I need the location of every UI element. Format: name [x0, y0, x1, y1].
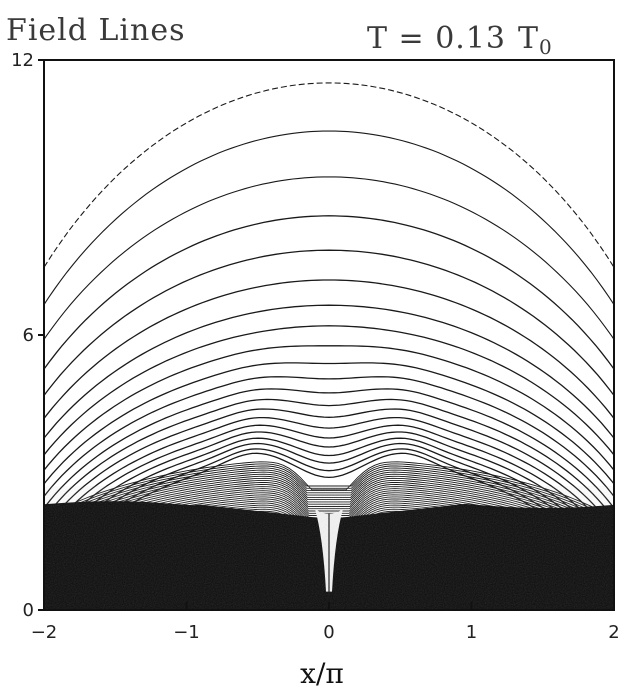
time-unit-subscript: 0 — [539, 35, 553, 59]
chart-title: Field Lines — [6, 13, 186, 48]
x-tick-label: −2 — [31, 622, 58, 643]
grain-texture — [44, 486, 614, 610]
x-tick-label: 1 — [466, 622, 477, 643]
x-axis-ticks: −2 −1 0 1 2 — [31, 602, 620, 643]
field-line — [44, 82, 614, 269]
field-line — [44, 279, 614, 420]
field-line — [44, 431, 614, 568]
y-tick-label: 6 — [23, 325, 34, 346]
field-line — [44, 408, 614, 532]
field-line — [44, 362, 614, 486]
field-line — [44, 176, 614, 341]
field-line — [44, 249, 614, 397]
field-line — [44, 388, 614, 510]
time-unit: T — [518, 21, 539, 56]
field-line — [44, 215, 614, 371]
field-line — [47, 442, 611, 594]
field-line — [44, 398, 614, 521]
field-line — [44, 325, 614, 457]
y-axis-ticks: 0 6 12 — [11, 50, 44, 621]
field-line — [44, 130, 614, 306]
field-line — [44, 416, 614, 543]
time-annotation: T = 0.13 T0 — [367, 21, 553, 59]
time-value: T = 0.13 — [367, 21, 506, 56]
dense-field-region — [44, 486, 614, 610]
y-tick-label: 0 — [23, 600, 34, 621]
plot-area — [43, 59, 615, 611]
x-tick-label: −1 — [173, 622, 200, 643]
y-tick-label: 12 — [11, 50, 34, 71]
field-line — [44, 424, 614, 555]
x-axis-label: x/π — [300, 657, 344, 690]
x-tick-label: 0 — [323, 622, 334, 643]
field-line — [44, 304, 614, 440]
field-line — [44, 345, 614, 472]
x-tick-label: 2 — [608, 622, 619, 643]
field-line — [44, 376, 614, 498]
